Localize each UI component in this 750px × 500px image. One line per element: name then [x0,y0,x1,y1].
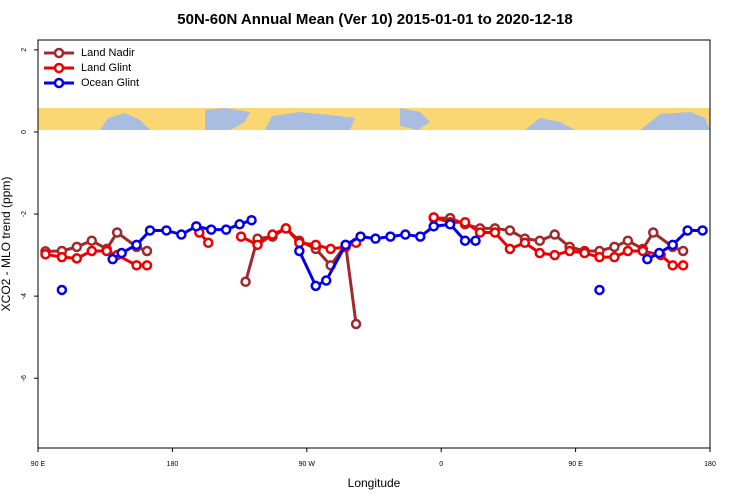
data-point [56,284,68,296]
data-point [131,239,142,251]
data-point [101,245,112,257]
data-point [489,227,501,238]
data-point [235,231,247,242]
data-point [677,245,689,257]
data-point [459,216,471,228]
data-point [86,245,98,257]
data-point [667,260,678,271]
data-point [141,245,153,257]
data-point [320,275,332,286]
data-point [325,243,336,255]
data-point [310,239,322,251]
data-point [642,253,653,265]
data-point [161,225,172,236]
data-point [677,260,689,271]
map-strip [38,108,710,130]
legend-marker [53,47,65,59]
legend-marker [53,77,65,89]
data-point [400,229,411,240]
data-point [267,229,278,240]
data-point [534,247,546,259]
plot-frame [37,39,711,449]
data-point [246,214,257,226]
data-point [71,241,83,253]
data-point [459,235,471,246]
data-point [86,235,98,246]
x-tick-label: 180 [167,461,179,468]
x-tick-label: 0 [439,461,443,468]
x-tick-label: 90 E [568,461,583,468]
data-point [141,260,153,271]
data-point [622,245,634,257]
data-point [385,231,396,242]
series-line [45,215,684,267]
data-point [116,247,127,259]
data-point [220,224,232,235]
data-point [474,227,486,238]
data-point [653,247,665,259]
data-point [111,227,123,238]
data-point [350,318,362,330]
data-point [549,229,560,240]
y-tick-label: -6 [21,375,28,381]
y-axis-label: XCO2 - MLO trend (ppm) [0,177,13,312]
data-point [682,225,693,236]
data-point [202,237,214,249]
legend-label: Land Nadir [81,47,135,59]
data-point [697,225,708,236]
y-tick-label: 2 [21,48,28,52]
data-point [415,231,426,242]
legend-marker [53,62,65,74]
data-point [549,249,560,261]
chart-title: 50N-60N Annual Mean (Ver 10) 2015-01-01 … [177,11,572,28]
legend-label: Ocean Glint [81,77,139,89]
data-point [594,284,605,296]
data-point [340,239,351,251]
data-point [609,241,620,253]
data-point [648,227,659,238]
y-tick-label: -4 [21,293,28,299]
data-point [594,251,605,263]
data-point [294,245,305,257]
data-point [622,235,634,246]
data-point [280,223,292,234]
data-point [370,233,381,244]
data-point [310,280,322,292]
data-point [191,221,202,232]
data-point [40,249,51,260]
data-point [637,245,649,257]
x-tick-label: 90 E [31,461,46,468]
data-point [234,219,245,230]
data-point [534,235,546,246]
data-point [504,243,516,255]
data-point [667,239,678,251]
data-point [564,245,575,257]
data-point [107,253,118,265]
data-point [294,237,305,249]
y-tick-label: 0 [21,130,28,134]
data-point [470,235,481,246]
data-point [144,225,156,236]
legend-label: Land Glint [81,62,131,74]
data-point [56,251,68,263]
data-point [240,276,251,288]
data-point [176,229,187,240]
data-point [504,225,516,236]
data-point [355,231,366,242]
data-point [609,251,620,263]
x-tick-label: 180 [704,461,716,468]
data-point [252,239,263,251]
data-point [71,253,83,264]
data-point [205,224,217,235]
y-tick-label: -2 [21,211,28,217]
data-point [428,212,439,223]
data-point [131,260,142,271]
x-tick-label: 90 W [299,461,316,468]
data-point [519,237,531,249]
x-axis-label: Longitude [348,476,401,490]
data-point [579,247,590,259]
data-point [428,221,439,232]
data-point [444,219,456,230]
